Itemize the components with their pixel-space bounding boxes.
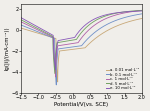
- a. 0.01 mol·L⁻¹: [138, 19, 139, 20]
- Line: a. 0.01 mol·L⁻¹: a. 0.01 mol·L⁻¹: [21, 18, 142, 82]
- a. 0.01 mol·L⁻¹: [141, 18, 143, 19]
- Legend: a. 0.01 mol·L⁻¹, b. 0.1 mol·L⁻¹, c. 1 mol·L⁻¹, d. 5 mol·L⁻¹, e. 10 mol·L⁻¹: a. 0.01 mol·L⁻¹, b. 0.1 mol·L⁻¹, c. 1 mo…: [106, 68, 140, 91]
- c. 1 mol·L⁻¹: [76, 42, 78, 44]
- d. 5 mol·L⁻¹: [76, 38, 78, 40]
- d. 5 mol·L⁻¹: [138, 10, 139, 11]
- b. 0.1 mol·L⁻¹: [20, 24, 22, 26]
- d. 5 mol·L⁻¹: [115, 12, 117, 14]
- e. 10 mol·L⁻¹: [55, 69, 57, 70]
- Line: b. 0.1 mol·L⁻¹: b. 0.1 mol·L⁻¹: [21, 14, 142, 85]
- a. 0.01 mol·L⁻¹: [57, 81, 59, 83]
- a. 0.01 mol·L⁻¹: [26, 29, 28, 31]
- b. 0.1 mol·L⁻¹: [141, 13, 143, 15]
- e. 10 mol·L⁻¹: [20, 17, 22, 18]
- b. 0.1 mol·L⁻¹: [79, 45, 81, 47]
- c. 1 mol·L⁻¹: [55, 76, 57, 78]
- e. 10 mol·L⁻¹: [115, 12, 117, 14]
- b. 0.1 mol·L⁻¹: [26, 27, 28, 28]
- d. 5 mol·L⁻¹: [79, 34, 81, 35]
- a. 0.01 mol·L⁻¹: [76, 48, 78, 50]
- a. 0.01 mol·L⁻¹: [79, 48, 81, 49]
- d. 5 mol·L⁻¹: [141, 10, 143, 11]
- d. 5 mol·L⁻¹: [138, 10, 139, 11]
- a. 0.01 mol·L⁻¹: [20, 27, 22, 29]
- c. 1 mol·L⁻¹: [141, 10, 143, 11]
- e. 10 mol·L⁻¹: [141, 10, 143, 12]
- b. 0.1 mol·L⁻¹: [115, 20, 117, 21]
- b. 0.1 mol·L⁻¹: [55, 84, 57, 86]
- c. 1 mol·L⁻¹: [138, 10, 139, 12]
- e. 10 mol·L⁻¹: [26, 20, 28, 22]
- Line: c. 1 mol·L⁻¹: c. 1 mol·L⁻¹: [21, 10, 142, 77]
- b. 0.1 mol·L⁻¹: [76, 46, 78, 47]
- e. 10 mol·L⁻¹: [79, 30, 81, 31]
- c. 1 mol·L⁻¹: [20, 21, 22, 23]
- a. 0.01 mol·L⁻¹: [115, 26, 117, 27]
- c. 1 mol·L⁻¹: [138, 10, 139, 11]
- c. 1 mol·L⁻¹: [79, 39, 81, 41]
- Line: e. 10 mol·L⁻¹: e. 10 mol·L⁻¹: [21, 11, 142, 70]
- e. 10 mol·L⁻¹: [76, 34, 78, 35]
- Line: d. 5 mol·L⁻¹: d. 5 mol·L⁻¹: [21, 10, 142, 73]
- d. 5 mol·L⁻¹: [54, 73, 56, 74]
- e. 10 mol·L⁻¹: [138, 10, 139, 12]
- d. 5 mol·L⁻¹: [20, 19, 22, 20]
- Y-axis label: lg(|i|/(mA·cm⁻²)): lg(|i|/(mA·cm⁻²)): [4, 27, 10, 70]
- c. 1 mol·L⁻¹: [26, 24, 28, 26]
- a. 0.01 mol·L⁻¹: [138, 19, 139, 20]
- e. 10 mol·L⁻¹: [138, 10, 139, 12]
- b. 0.1 mol·L⁻¹: [138, 14, 139, 15]
- c. 1 mol·L⁻¹: [115, 14, 117, 16]
- X-axis label: Potential/V(vs. SCE): Potential/V(vs. SCE): [54, 102, 109, 107]
- b. 0.1 mol·L⁻¹: [138, 14, 139, 15]
- d. 5 mol·L⁻¹: [26, 22, 28, 24]
